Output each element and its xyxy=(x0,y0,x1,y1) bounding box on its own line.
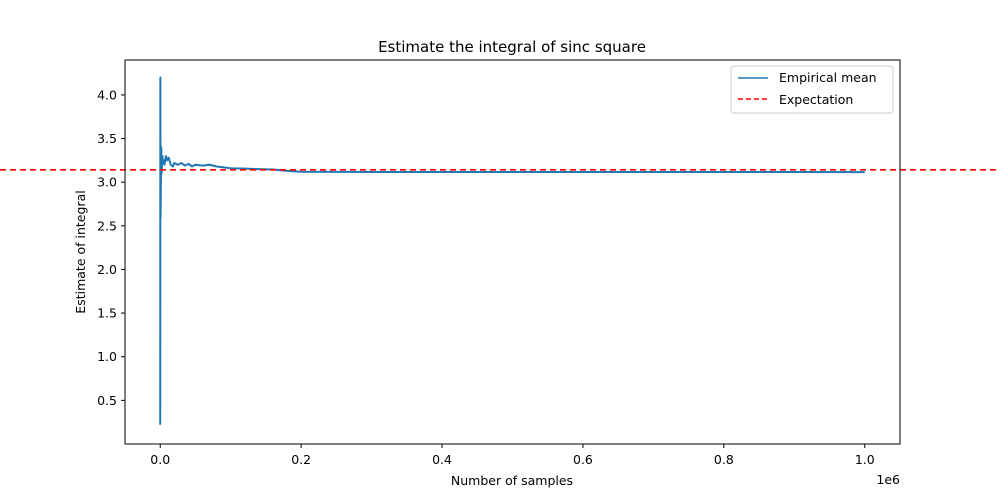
x-tick-label: 0.6 xyxy=(573,452,593,467)
x-tick-label: 0.4 xyxy=(432,452,452,467)
y-tick-label: 2.5 xyxy=(97,218,117,233)
x-tick-label: 0.8 xyxy=(714,452,734,467)
legend-label-expectation: Expectation xyxy=(779,92,853,107)
legend-label-empirical-mean: Empirical mean xyxy=(779,70,877,85)
y-tick-label: 2.0 xyxy=(97,262,117,277)
y-axis: 0.5 1.0 1.5 2.0 2.5 3.0 3.5 4.0 xyxy=(97,87,125,408)
x-axis: 0.0 0.2 0.4 0.6 0.8 1.0 xyxy=(150,444,875,467)
y-tick-label: 4.0 xyxy=(97,87,117,102)
x-tick-label: 0.0 xyxy=(150,452,170,467)
chart-title: Estimate the integral of sinc square xyxy=(378,38,646,56)
y-tick-label: 3.5 xyxy=(97,131,117,146)
y-tick-label: 0.5 xyxy=(97,393,117,408)
y-axis-label: Estimate of integral xyxy=(73,190,88,313)
x-tick-label: 0.2 xyxy=(291,452,311,467)
plot-frame xyxy=(124,59,901,445)
x-axis-label: Number of samples xyxy=(451,473,573,488)
y-tick-label: 1.0 xyxy=(97,349,117,364)
x-offset-label: 1e6 xyxy=(876,472,900,487)
x-tick-label: 1.0 xyxy=(855,452,875,467)
series-line-empirical-mean xyxy=(159,76,865,425)
legend: Empirical mean Expectation xyxy=(730,65,894,114)
plot-area xyxy=(0,76,1000,425)
y-tick-label: 3.0 xyxy=(97,175,117,190)
legend-box xyxy=(730,65,894,114)
y-tick-label: 1.5 xyxy=(97,306,117,321)
